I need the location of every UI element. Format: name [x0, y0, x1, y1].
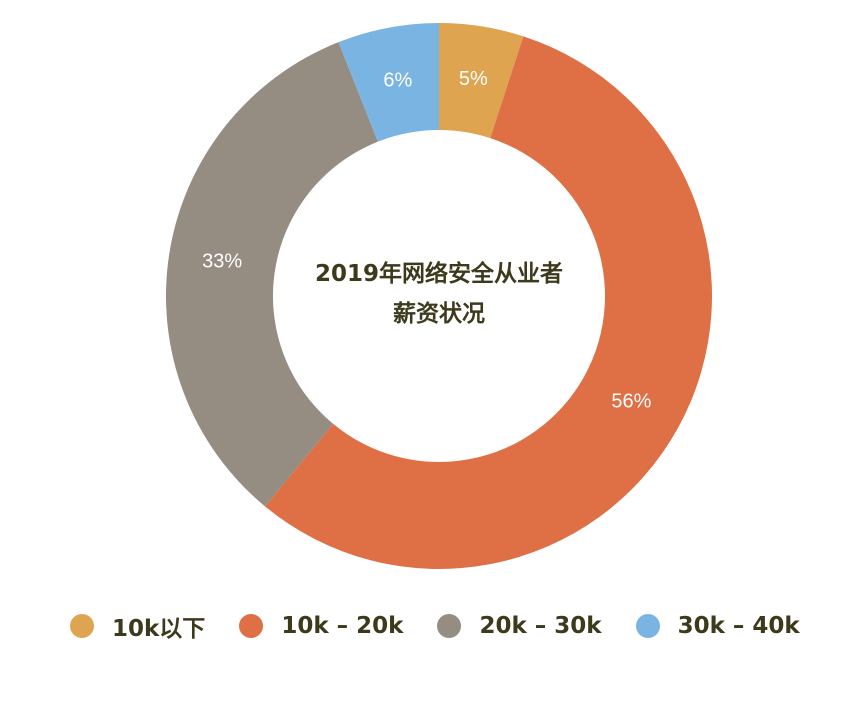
slice-10k-below[interactable] [439, 23, 524, 139]
legend-item-10k-20k[interactable]: 10k – 20k [239, 613, 403, 639]
legend-item-20k-30k[interactable]: 20k – 30k [437, 613, 602, 639]
legend-dot-10k-20k [239, 614, 264, 638]
chart-title: 2019年网络安全从业者 [314, 261, 563, 287]
legend-dot-30k-40k [635, 614, 660, 638]
center-title: 2019年网络安全从业者 薪资状况 [289, 254, 589, 334]
chart-subtitle: 薪资状况 [393, 301, 485, 327]
legend-dot-10k-below [70, 614, 94, 638]
legend-label-10k-20k: 10k – 20k [281, 613, 404, 639]
slice-20k-30k[interactable] [165, 42, 378, 507]
slice-label-10k-below: 5% [459, 68, 488, 90]
legend-dot-20k-30k [437, 614, 462, 638]
slice-10k-20k[interactable] [264, 36, 712, 569]
slice-label-30k-40k: 6% [383, 69, 412, 91]
legend-item-10k-below[interactable]: 10k以下 [70, 609, 205, 643]
legend-item-30k-40k[interactable]: 30k – 40k [635, 613, 800, 639]
legend-label-30k-40k: 30k – 40k [677, 613, 800, 639]
slice-label-20k-30k: 33% [202, 251, 242, 273]
legend-label-10k-below: 10k以下 [112, 616, 206, 642]
legend: 10k以下 10k – 20k 20k – 30k 30k – 40k [70, 606, 830, 646]
legend-label-20k-30k: 20k – 30k [479, 613, 602, 639]
slice-label-10k-20k: 56% [611, 391, 651, 413]
slice-30k-40k[interactable] [338, 22, 439, 142]
